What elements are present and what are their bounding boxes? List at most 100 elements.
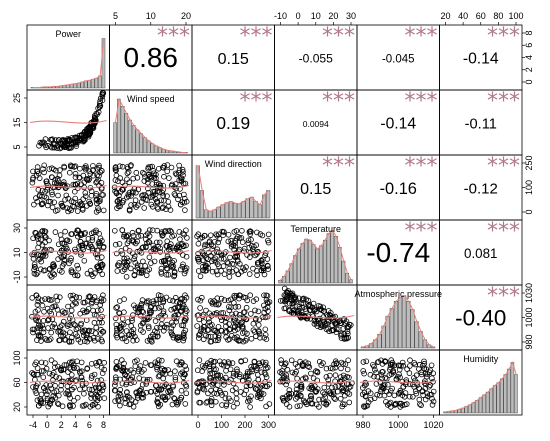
scatter-point [248, 335, 255, 342]
scatter-point [333, 326, 340, 333]
scatter-point [49, 204, 56, 211]
scatter-point [180, 252, 186, 258]
scatter-point [154, 198, 161, 205]
scatter-point [181, 329, 187, 336]
scatter-point [323, 374, 330, 380]
scatter-point [167, 297, 173, 304]
scatter-point [429, 395, 435, 402]
scatter-point [249, 246, 256, 252]
scatter-point [96, 173, 102, 179]
scatter-point [38, 338, 44, 344]
scatter-point [178, 370, 184, 377]
scatter-point [238, 389, 244, 395]
scatter-point [208, 398, 215, 405]
scatter-point [248, 393, 254, 400]
scatter-point [262, 332, 269, 338]
scatter-point [62, 185, 69, 192]
scatter-point [327, 372, 333, 379]
scatter-point [32, 361, 38, 368]
scatter-point [55, 328, 61, 335]
scatter-point [116, 309, 122, 316]
scatter-point [98, 326, 104, 333]
scatter-point [396, 400, 403, 407]
tick-label: 300 [261, 420, 276, 430]
histogram-bar [84, 80, 88, 89]
scatter-point [55, 182, 61, 188]
scatter-point [122, 264, 129, 270]
scatter-point [228, 237, 235, 244]
scatter-point [136, 375, 143, 381]
scatter-point [55, 192, 61, 199]
scatter-point [83, 165, 90, 171]
scatter-point [60, 143, 67, 150]
histogram-bar [241, 201, 246, 219]
scatter-point [205, 256, 211, 262]
scatter-point [116, 310, 123, 317]
tick-label: 8 [524, 30, 534, 35]
scatter-point [282, 360, 289, 367]
tick-label: 0 [296, 11, 301, 21]
scatter-point [197, 331, 203, 338]
scatter-point [344, 324, 351, 331]
tick-label: 15 [12, 117, 22, 127]
scatter-point [98, 377, 104, 383]
scatter-point [264, 383, 270, 390]
scatter-point [34, 371, 40, 378]
scatter-point [282, 305, 289, 311]
scatter-point [236, 235, 243, 241]
scatter-point [113, 305, 119, 311]
scatter-point [316, 358, 323, 365]
scatter-point [379, 375, 385, 382]
scatter-point [113, 365, 120, 372]
scatter-point [221, 297, 228, 303]
scatter-point [67, 257, 74, 264]
scatter-points [194, 357, 273, 410]
tick-label: 10 [146, 11, 156, 21]
histogram-bar [208, 211, 213, 219]
scatter-points [29, 292, 107, 345]
scatter-point [422, 396, 429, 403]
scatter-point [59, 263, 66, 269]
histogram-bar [245, 198, 250, 219]
tick-label: 20 [181, 11, 191, 21]
scatter-point [31, 326, 38, 333]
scatter-point [29, 295, 36, 301]
scatter-point [52, 360, 58, 367]
scatter-point [306, 301, 313, 308]
histogram-bar [507, 368, 511, 414]
tick-label: 4 [524, 55, 534, 60]
tick-label: 100 [508, 11, 523, 21]
scatter-point [226, 326, 233, 333]
scatter-point [39, 297, 45, 304]
scatter-point [312, 306, 319, 313]
scatter-point [182, 266, 188, 272]
scatter-point [163, 206, 169, 212]
scatter-point [35, 307, 41, 313]
scatter-point [84, 176, 91, 182]
scatter-point [199, 363, 206, 369]
scatter-point [122, 245, 129, 252]
scatter-point [422, 385, 429, 392]
scatter-point [32, 264, 38, 270]
scatter-point [406, 370, 413, 376]
significance-stars: *** [487, 219, 520, 244]
scatter-point [62, 138, 68, 144]
scatter-point [171, 191, 178, 197]
scatter-point [81, 390, 87, 397]
scatter-point [69, 358, 76, 365]
scatter-point [73, 326, 80, 333]
scatter-point [168, 262, 175, 268]
scatter-point [321, 400, 327, 406]
scatter-point [65, 377, 72, 384]
scatter-point [99, 254, 105, 261]
scatter-point [40, 166, 46, 172]
scatter-point [52, 229, 59, 235]
scatter-point [95, 307, 101, 314]
scatter-point [259, 256, 266, 263]
scatter-point [255, 259, 262, 266]
scatter-point [60, 179, 67, 185]
scatter-point [148, 337, 155, 344]
scatter-point [88, 230, 95, 237]
scatter-point [397, 404, 404, 410]
scatter-point [132, 358, 138, 365]
